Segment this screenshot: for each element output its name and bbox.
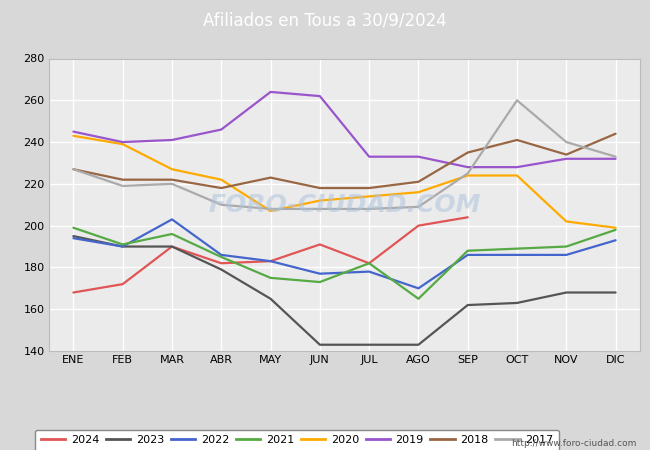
Legend: 2024, 2023, 2022, 2021, 2020, 2019, 2018, 2017: 2024, 2023, 2022, 2021, 2020, 2019, 2018… [35, 430, 559, 450]
Text: Afiliados en Tous a 30/9/2024: Afiliados en Tous a 30/9/2024 [203, 11, 447, 29]
Text: FORO-CIUDAD.COM: FORO-CIUDAD.COM [208, 193, 481, 217]
Text: http://www.foro-ciudad.com: http://www.foro-ciudad.com [512, 439, 637, 448]
